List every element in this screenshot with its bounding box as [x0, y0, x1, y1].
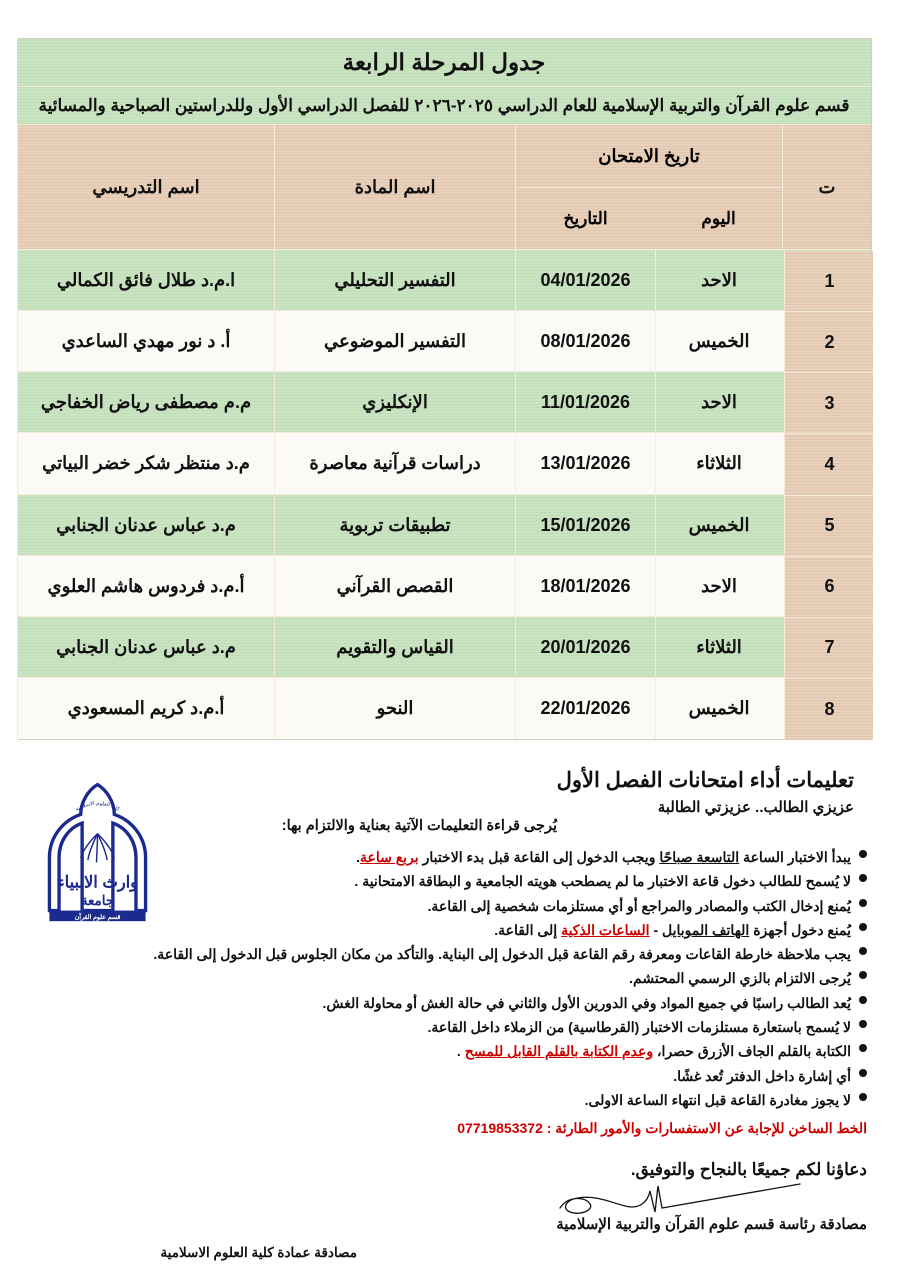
svg-text:قسم علوم القرآن: قسم علوم القرآن — [75, 913, 121, 921]
svg-text:وارث الانبياء: وارث الانبياء — [57, 874, 138, 893]
svg-text:جامعة: جامعة — [81, 893, 114, 908]
